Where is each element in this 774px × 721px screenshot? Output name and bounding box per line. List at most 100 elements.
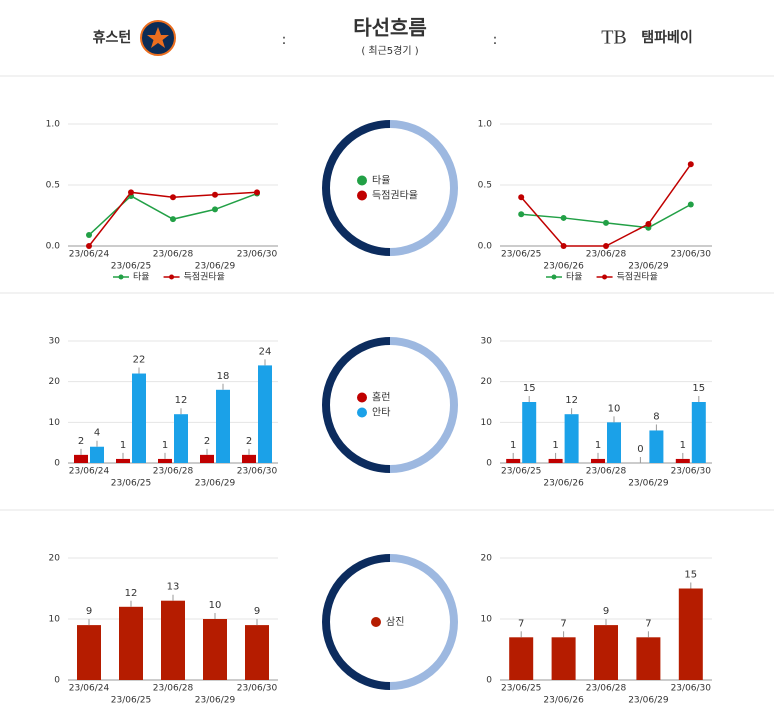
x-tick-label: 23/06/24 — [69, 467, 110, 477]
legend-label: 득점권타율 — [184, 271, 225, 283]
y-tick-label: 20 — [49, 554, 61, 564]
data-label: 2 — [78, 436, 84, 447]
data-label: 4 — [94, 428, 100, 439]
y-tick-label: 0 — [54, 676, 60, 686]
ring-right — [389, 554, 458, 690]
x-tick-label: 23/06/25 — [501, 467, 541, 477]
bar — [200, 454, 214, 463]
x-tick-label: 23/06/26 — [543, 262, 584, 272]
y-tick-label: 1.0 — [478, 120, 493, 130]
data-label: 12 — [175, 395, 188, 406]
bar — [90, 446, 104, 463]
legend-label: 타율 — [133, 272, 150, 283]
x-tick-label: 23/06/26 — [543, 696, 584, 706]
legend-label: 타율 — [566, 272, 583, 283]
y-tick-label: 10 — [481, 418, 493, 428]
bar — [522, 402, 537, 463]
ring-left — [322, 337, 391, 473]
data-label: 2 — [204, 436, 210, 447]
bar — [675, 458, 690, 463]
x-tick-label: 23/06/25 — [111, 262, 151, 272]
data-label: 13 — [167, 582, 180, 593]
bar — [636, 637, 661, 680]
legend-marker — [371, 617, 381, 627]
x-tick-label: 23/06/28 — [586, 684, 627, 694]
data-label: 22 — [133, 355, 146, 366]
point — [212, 191, 218, 198]
legend-marker — [169, 274, 175, 280]
bar — [509, 637, 534, 680]
bar — [119, 606, 143, 680]
ring-left — [322, 554, 391, 690]
x-tick-label: 23/06/30 — [237, 467, 278, 477]
data-label: 7 — [518, 618, 524, 629]
y-tick-label: 20 — [481, 554, 493, 564]
bar — [591, 458, 605, 463]
x-tick-label: 23/06/28 — [586, 467, 627, 477]
ring-right — [389, 120, 458, 256]
x-tick-label: 23/06/29 — [195, 479, 236, 489]
legend-label: 득점권타율 — [372, 190, 418, 202]
x-tick-label: 23/06/25 — [501, 250, 541, 260]
x-tick-label: 23/06/30 — [671, 467, 712, 477]
y-tick-label: 0.5 — [478, 181, 492, 191]
legend-label: 홈런 — [372, 391, 390, 404]
data-label: 18 — [217, 371, 230, 382]
point — [212, 206, 218, 213]
x-tick-label: 23/06/28 — [153, 467, 194, 477]
data-label: 1 — [595, 440, 601, 451]
y-tick-label: 30 — [49, 337, 61, 347]
x-tick-label: 23/06/29 — [195, 262, 236, 272]
data-label: 10 — [608, 403, 621, 414]
data-label: 2 — [246, 436, 252, 447]
x-tick-label: 23/06/29 — [628, 479, 669, 489]
bar — [551, 637, 576, 680]
bar — [77, 625, 101, 680]
data-label: 9 — [86, 606, 92, 617]
point — [128, 189, 134, 196]
x-tick-label: 23/06/25 — [111, 479, 151, 489]
legend-label: 타율 — [372, 175, 390, 187]
data-label: 24 — [259, 346, 272, 357]
bar — [678, 588, 703, 680]
data-label: 12 — [565, 395, 578, 406]
data-label: 1 — [552, 440, 558, 451]
data-label: 0 — [637, 444, 643, 455]
bar — [649, 430, 664, 463]
data-label: 1 — [510, 440, 516, 451]
bar — [607, 422, 621, 463]
data-label: 15 — [684, 570, 697, 581]
x-tick-label: 23/06/25 — [501, 684, 541, 694]
legend-marker — [118, 274, 124, 280]
point — [645, 221, 652, 228]
data-label: 1 — [680, 440, 686, 451]
bar — [245, 625, 269, 680]
data-label: 10 — [209, 600, 222, 611]
data-label: 15 — [523, 383, 536, 394]
x-tick-label: 23/06/26 — [543, 479, 584, 489]
bar — [548, 458, 563, 463]
y-tick-label: 0.5 — [46, 181, 60, 191]
point — [170, 194, 176, 201]
legend-marker — [357, 407, 367, 418]
page-subtitle: ( 최근5경기 ) — [361, 44, 418, 57]
legend-marker — [602, 274, 608, 280]
x-tick-label: 23/06/28 — [153, 250, 194, 260]
data-label: 9 — [254, 606, 260, 617]
legend-marker — [357, 392, 367, 403]
point — [560, 243, 567, 249]
point — [86, 243, 92, 249]
x-tick-label: 23/06/29 — [195, 696, 236, 706]
y-tick-label: 30 — [481, 337, 493, 347]
data-label: 7 — [645, 618, 651, 629]
separator: : — [282, 32, 287, 48]
bar — [74, 454, 88, 463]
x-tick-label: 23/06/30 — [237, 250, 278, 260]
data-label: 9 — [603, 606, 609, 617]
point — [603, 219, 609, 226]
bar — [564, 414, 579, 463]
bar — [216, 389, 230, 463]
bar — [242, 454, 256, 463]
bar — [158, 458, 172, 463]
